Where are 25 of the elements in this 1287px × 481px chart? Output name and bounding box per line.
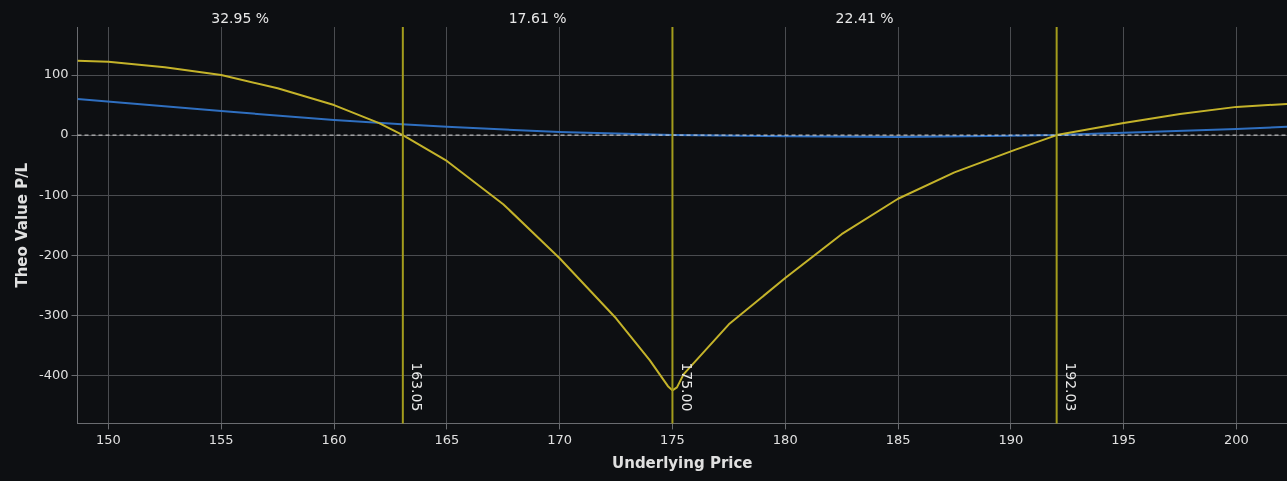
x-tick-label: 155 bbox=[208, 431, 234, 447]
x-tick-label: 190 bbox=[998, 431, 1024, 447]
text: 22.41 % bbox=[835, 9, 894, 26]
ref-line-label: 175.00 bbox=[678, 362, 695, 412]
y-axis-title: Theo Value P/L bbox=[12, 162, 31, 288]
x-tick-label: 200 bbox=[1224, 431, 1249, 447]
x-tick-label: 175 bbox=[660, 431, 685, 447]
x-tick-label: 180 bbox=[772, 431, 798, 447]
x-axis-title: Underlying Price bbox=[612, 453, 753, 472]
y-tick-label: -200 bbox=[38, 246, 69, 262]
x-tick-label: 160 bbox=[321, 431, 347, 447]
x-tick-label: 150 bbox=[96, 431, 121, 447]
y-tick-label: -300 bbox=[38, 306, 69, 322]
ref-line-label: 192.03 bbox=[1063, 362, 1080, 412]
y-tick-label: 100 bbox=[43, 66, 69, 82]
text: 32.95 % bbox=[211, 9, 270, 26]
x-tick-label: 165 bbox=[434, 431, 460, 447]
x-tick-label: 170 bbox=[547, 431, 573, 447]
x-tick-label: 185 bbox=[885, 431, 911, 447]
x-tick-label: 195 bbox=[1111, 431, 1137, 447]
text: 17.61 % bbox=[508, 9, 567, 26]
y-tick-label: 0 bbox=[60, 126, 69, 142]
ref-line-label: 163.05 bbox=[409, 362, 426, 412]
y-tick-label: -100 bbox=[38, 186, 69, 202]
y-tick-label: -400 bbox=[38, 366, 69, 382]
